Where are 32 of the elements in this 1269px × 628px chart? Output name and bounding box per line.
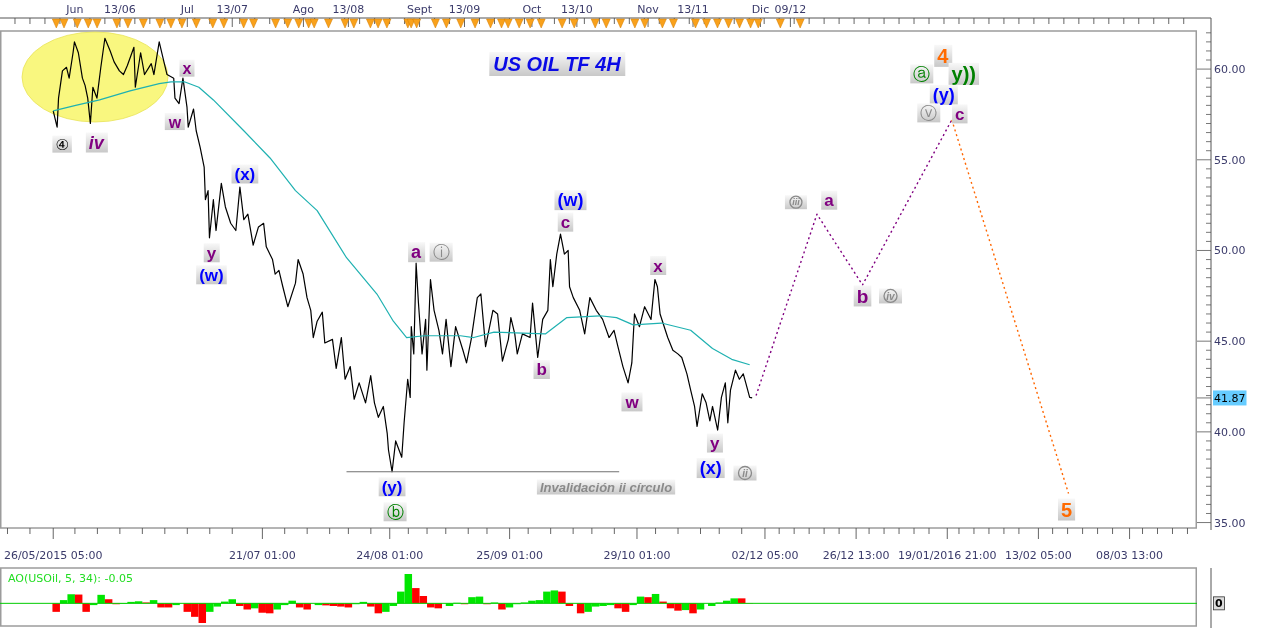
x-tick-label: 26/05/2015 05:00 <box>3 548 103 562</box>
y-tick-label: 40.00 <box>1214 425 1246 439</box>
x2-tick-label: Oct <box>522 2 543 16</box>
x2-tick-label: Nov <box>637 2 660 16</box>
x-tick-label: 02/12 05:00 <box>731 548 799 562</box>
y-tick-label: 60.00 <box>1214 62 1246 76</box>
y-tick-label: 55.00 <box>1214 153 1246 167</box>
x-tick-label: 21/07 01:00 <box>228 548 296 562</box>
x2-tick-label: 13/10 <box>561 2 593 16</box>
x-tick-label: 29/10 01:00 <box>603 548 671 562</box>
x-tick-label: 08/03 13:00 <box>1096 548 1164 562</box>
x2-tick-label: 13/09 <box>448 2 481 16</box>
x2-tick-label: Ago <box>292 2 315 16</box>
x2-tick-label: 13/06 <box>104 2 136 16</box>
x-tick-label: 24/08 01:00 <box>356 548 424 562</box>
x2-tick-label: 13/11 <box>677 2 709 16</box>
x-tick-label: 25/09 01:00 <box>476 548 544 562</box>
y-tick-label: 45.00 <box>1214 334 1246 348</box>
y-tick-label: 50.00 <box>1214 243 1246 257</box>
x-tick-label: 26/12 13:00 <box>822 548 890 562</box>
x2-tick-label: Dic <box>751 2 770 16</box>
x2-tick-label: 13/07 <box>216 2 249 16</box>
x-tick-label: 13/02 05:00 <box>1004 548 1072 562</box>
x2-tick-label: 13/08 <box>332 2 365 16</box>
x2-tick-label: Jun <box>65 2 84 16</box>
y-tick-label: 35.00 <box>1214 516 1246 530</box>
x2-tick-label: Jul <box>179 2 194 16</box>
annotation: ii <box>742 467 748 479</box>
x2-tick-label: 09/12 <box>774 2 807 16</box>
chart-title: AO(USOil, 5, 34): -0.05 <box>8 571 134 585</box>
x-tick-label: 19/01/2016 21:00 <box>897 548 997 562</box>
x2-tick-label: Sept <box>407 2 433 16</box>
